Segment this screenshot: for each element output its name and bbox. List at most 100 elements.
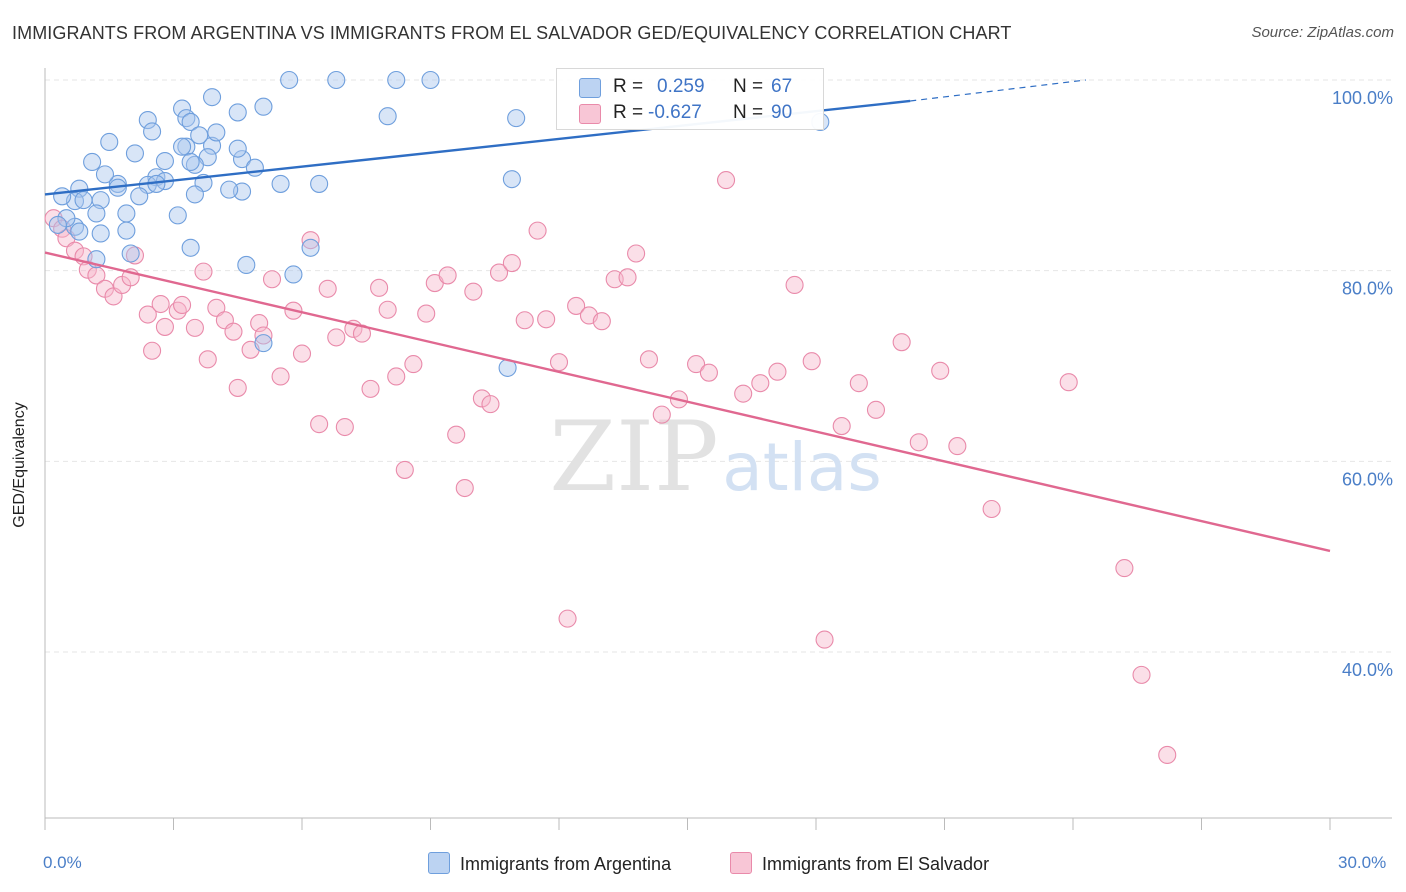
el-salvador-point <box>155 317 174 336</box>
x-tick-label-max: 30.0% <box>1338 853 1387 872</box>
el-salvador-point <box>982 499 1001 519</box>
legend-item-el-salvador: Immigrants from El Salvador <box>730 852 989 876</box>
trend-line-el-salvador <box>44 251 1331 553</box>
el-salvador-point <box>361 379 380 398</box>
argentina-point <box>91 224 110 243</box>
el-salvador-point <box>751 374 770 393</box>
argentina-point <box>155 151 174 171</box>
el-salvador-point <box>734 384 753 403</box>
el-salvador-point <box>464 282 483 301</box>
argentina-point <box>95 165 115 184</box>
argentina-point <box>254 97 273 116</box>
n-label: N = <box>733 76 764 97</box>
el-salvador-point <box>699 363 718 382</box>
el-salvador-point <box>652 405 671 424</box>
argentina-point <box>70 222 89 241</box>
el-salvador-point <box>687 355 706 374</box>
argentina-point <box>125 144 144 163</box>
el-salvador-point <box>310 415 329 434</box>
n-value: 67 <box>771 76 793 97</box>
y-tick-labels: 100.0% 80.0% 60.0% 40.0% <box>1332 88 1393 680</box>
el-salvador-point <box>537 310 556 329</box>
argentina-point <box>181 152 200 172</box>
argentina-point <box>271 174 290 193</box>
el-salvador-point <box>515 311 534 330</box>
el-salvador-point <box>138 305 157 324</box>
argentina-point <box>181 238 200 257</box>
y-tick-label-60: 60.0% <box>1342 469 1393 489</box>
el-salvador-point <box>254 326 273 345</box>
argentina-point <box>143 122 162 141</box>
el-salvador-point <box>207 298 226 317</box>
el-salvador-point <box>87 266 106 285</box>
el-salvador-point <box>194 262 213 281</box>
argentina-point <box>48 215 67 234</box>
el-salvador-point <box>417 304 436 323</box>
argentina-point <box>310 174 329 193</box>
source-credit: Source: ZipAtlas.com <box>1251 24 1394 41</box>
el-salvador-point <box>301 231 320 250</box>
el-salvador-point <box>639 350 659 369</box>
r-label: R = <box>613 76 644 97</box>
el-salvador-point <box>528 221 547 240</box>
argentina-point <box>220 180 239 199</box>
argentina-point <box>203 88 222 107</box>
el-salvador-point <box>567 296 586 315</box>
el-salvador-point <box>395 460 414 479</box>
argentina-point <box>74 191 93 210</box>
stats-legend-row-argentina: R = 0.259 N = 67 <box>557 74 823 100</box>
el-salvador-point <box>224 322 243 341</box>
argentina-point <box>168 206 187 225</box>
argentina-point <box>173 137 192 156</box>
argentina-point <box>421 70 440 90</box>
r-value: -0.627 <box>648 102 702 123</box>
el-salvador-point <box>768 362 787 381</box>
argentina-point <box>130 187 149 206</box>
r-value: 0.259 <box>657 76 705 97</box>
el-salvador-point <box>558 609 577 628</box>
legend-label-el-salvador: Immigrants from El Salvador <box>762 854 990 874</box>
watermark: ZIP atlas <box>549 401 881 513</box>
y-tick-label-40: 40.0% <box>1342 660 1393 680</box>
el-salvador-point <box>849 374 868 393</box>
axes <box>44 68 1392 830</box>
argentina-point <box>100 132 119 152</box>
argentina-point <box>138 110 157 130</box>
argentina-point <box>232 150 252 169</box>
el-salvador-point <box>892 333 911 352</box>
stats-legend-row-el-salvador: R = -0.627 N = 90 <box>557 100 823 126</box>
el-salvador-point <box>185 318 204 337</box>
argentina-point <box>502 170 521 189</box>
el-salvador-point <box>438 266 457 285</box>
legend-item-argentina: Immigrants from Argentina <box>428 852 671 876</box>
argentina-point <box>207 123 226 142</box>
el-salvador-point <box>549 353 569 372</box>
el-salvador-swatch <box>579 104 601 124</box>
argentina-point <box>378 107 397 126</box>
el-salvador-point <box>318 279 337 298</box>
argentina-point <box>507 109 526 128</box>
argentina-point <box>117 221 136 240</box>
el-salvador-point <box>785 275 804 295</box>
n-label: N = <box>733 102 764 123</box>
y-tick-label-80: 80.0% <box>1342 279 1393 299</box>
chart-title: IMMIGRANTS FROM ARGENTINA VS IMMIGRANTS … <box>12 23 1012 43</box>
el-salvador-point <box>262 270 282 289</box>
el-salvador-point <box>489 263 509 282</box>
el-salvador-point <box>618 268 637 287</box>
el-salvador-point <box>198 350 217 369</box>
el-salvador-point <box>387 367 406 386</box>
argentina-point <box>83 152 102 172</box>
n-value: 90 <box>771 102 793 123</box>
argentina-point <box>181 112 200 131</box>
el-salvador-point <box>931 361 950 380</box>
el-salvador-point <box>866 400 886 419</box>
el-salvador-point <box>370 278 389 297</box>
argentina-point <box>121 244 140 263</box>
argentina-point <box>327 70 346 90</box>
argentina-point <box>173 99 192 118</box>
el-salvador-point <box>151 294 170 314</box>
argentina-point <box>301 238 320 257</box>
el-salvador-point <box>327 328 346 347</box>
el-salvador-point <box>271 367 290 386</box>
